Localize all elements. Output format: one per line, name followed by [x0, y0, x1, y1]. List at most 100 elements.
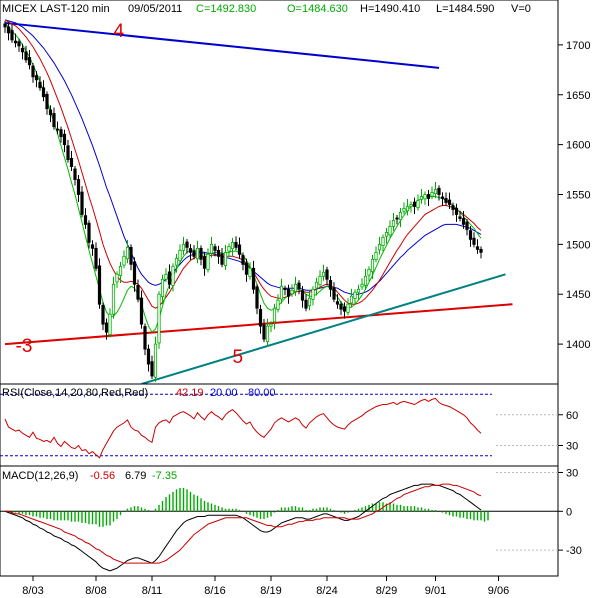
price-bar-body: [465, 221, 469, 230]
price-bar-body: [370, 258, 375, 273]
price-bar-body: [426, 194, 431, 199]
price-bar-body: [3, 23, 7, 28]
macd-panel-border: [0, 465, 559, 577]
price-bar-body: [353, 291, 357, 300]
price-bar-body: [171, 265, 175, 286]
wave-label: 4: [114, 21, 125, 42]
price-bar-body: [360, 283, 364, 288]
price-bar-body: [188, 248, 193, 253]
price-bar-body: [307, 297, 312, 307]
price-bar-body: [314, 281, 319, 289]
price-bar-body: [230, 241, 235, 250]
price-bar-body: [325, 269, 329, 280]
price-bar-body: [62, 133, 67, 146]
price-panel: 1400 1450 1500 1550 1600 1650 1700 4 -3 5 MICEX …: [0, 0, 590, 385]
price-bar-body: [405, 206, 410, 212]
price-bar-body: [475, 246, 480, 250]
x-tick-label: 8/19: [260, 585, 281, 597]
price-bar-body: [454, 207, 459, 215]
macd-y-tick-label: -30: [566, 545, 582, 557]
x-tick-label: 8/16: [204, 585, 225, 597]
price-bar-body: [279, 285, 284, 300]
price-bar-body: [181, 243, 186, 251]
price-bars: [3, 20, 483, 382]
price-y-tick-label: 1400: [566, 339, 590, 351]
header-symbol: MICEX LAST-120 min: [2, 3, 110, 15]
price-bar-body: [174, 257, 179, 266]
price-bar-body: [150, 361, 154, 377]
price-bar-body: [206, 253, 210, 270]
price-bar-body: [402, 208, 406, 212]
price-bar-body: [104, 322, 109, 333]
x-tick-label: 8/29: [376, 585, 397, 597]
price-bar-body: [27, 57, 32, 66]
price-bar-body: [143, 326, 147, 350]
price-bar-body: [160, 278, 165, 298]
price-bar-body: [45, 93, 49, 110]
price-bar-body: [328, 280, 333, 290]
price-bar-body: [87, 222, 91, 243]
price-bar-body: [384, 231, 389, 237]
price-bar-body: [41, 87, 46, 98]
price-bar-body: [335, 301, 340, 305]
price-bar-body: [437, 187, 441, 195]
price-bar-body: [125, 246, 130, 260]
price-bar-body: [468, 230, 473, 240]
wave-label: 5: [233, 347, 244, 368]
price-bar-body: [136, 285, 140, 300]
macd-signal-value: 6.79: [125, 470, 146, 482]
price-bar-body: [311, 288, 315, 300]
price-bar-body: [111, 283, 116, 315]
price-bar-body: [76, 179, 81, 195]
price-bar-body: [297, 282, 301, 289]
x-tick-label: 8/03: [22, 585, 43, 597]
price-bar-body: [318, 275, 322, 286]
price-bar-body: [237, 244, 242, 255]
price-bar-body: [185, 241, 189, 248]
price-bar-body: [272, 307, 277, 323]
price-bar-body: [66, 145, 70, 160]
price-bar-body: [395, 217, 399, 220]
price-bar-body: [55, 128, 60, 131]
price-bar-body: [381, 236, 385, 246]
price-bar-body: [38, 81, 42, 89]
price-bar-body: [202, 256, 207, 269]
price-bar-body: [251, 267, 256, 290]
price-bar-body: [458, 216, 462, 219]
price-bar-body: [94, 247, 98, 269]
price-bar-body: [153, 343, 158, 378]
x-tick-label: 8/24: [316, 585, 337, 597]
x-tick-label: 9/01: [425, 585, 446, 597]
rsi-level-low: 20.00: [210, 387, 238, 399]
price-bar-body: [139, 297, 144, 325]
header-high: H=1490.410: [360, 3, 420, 15]
price-bar-body: [374, 251, 378, 260]
price-bar-body: [304, 299, 308, 309]
price-bar-body: [80, 191, 84, 215]
macd-hist-value: -7.35: [152, 470, 177, 482]
price-bar-body: [209, 243, 214, 254]
wave-label: -3: [16, 336, 33, 357]
price-bar-body: [419, 196, 424, 200]
price-bar-body: [342, 306, 347, 312]
price-y-tick-label: 1600: [566, 140, 590, 152]
price-y-tick-label: 1450: [566, 289, 590, 301]
price-bar-body: [132, 261, 137, 285]
price-bar-body: [276, 299, 280, 310]
price-bar-body: [412, 201, 417, 207]
price-bar-body: [164, 273, 168, 280]
x-tick-label: 9/06: [488, 585, 509, 597]
rsi-y-axis: 30 60: [496, 410, 578, 453]
price-bar-body: [234, 241, 238, 248]
price-y-tick-label: 1650: [566, 90, 590, 102]
trendline-teal: [141, 273, 506, 385]
macd-lines: [4, 483, 482, 572]
macd-panel: 30 0 -30 MACD(12,26,9) -0.56 6.79 -7.35: [0, 465, 582, 577]
header-close: C=1492.830: [196, 3, 256, 15]
price-bar-body: [195, 247, 200, 260]
price-bar-body: [391, 220, 396, 227]
price-bar-body: [220, 253, 224, 265]
price-y-tick-label: 1500: [566, 239, 590, 251]
rsi-level-high: 80.00: [248, 387, 276, 399]
